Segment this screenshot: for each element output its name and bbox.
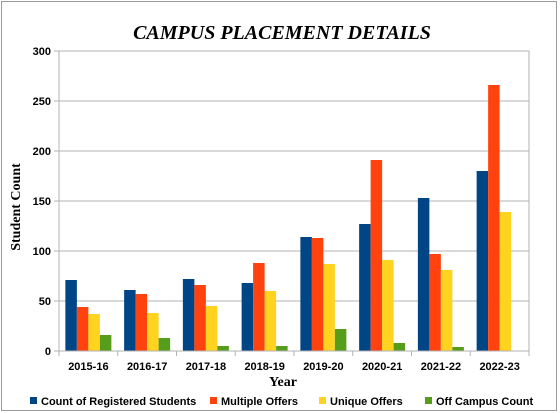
legend-label: Count of Registered Students — [41, 396, 196, 408]
bar — [311, 238, 324, 351]
x-tick-label: 2021-22 — [421, 361, 461, 373]
bar — [382, 260, 394, 351]
bar — [440, 270, 453, 351]
bar — [393, 343, 406, 351]
bar — [205, 306, 218, 351]
y-axis-label: Student Count — [9, 163, 24, 251]
legend-item: Multiple Offers — [210, 396, 298, 408]
bar — [370, 160, 383, 351]
legend-item: Unique Offers — [319, 396, 403, 408]
bar — [323, 264, 335, 351]
bars — [65, 85, 512, 351]
bar — [499, 212, 512, 351]
bar — [194, 285, 206, 351]
bar — [452, 347, 464, 351]
y-tick-label: 50 — [39, 296, 51, 308]
bar — [135, 294, 148, 351]
chart-title: CAMPUS PLACEMENT DETAILS — [133, 22, 431, 44]
legend-swatch — [425, 397, 432, 404]
legend-swatch — [319, 397, 326, 404]
x-axis-label: Year — [269, 375, 297, 390]
x-tick-label: 2016-17 — [127, 361, 167, 373]
bar — [429, 254, 441, 351]
y-tick-label: 250 — [33, 96, 51, 108]
x-tick-label: 2020-21 — [362, 361, 402, 373]
bar — [217, 346, 229, 351]
x-tick-label: 2022-23 — [479, 361, 519, 373]
bar — [476, 171, 489, 351]
bar — [147, 313, 159, 351]
bar — [334, 329, 347, 351]
bar — [241, 283, 254, 351]
legend: Count of Registered Students Multiple Off… — [30, 396, 533, 408]
y-tick-label: 300 — [33, 46, 51, 58]
x-tick-label: 2019-20 — [303, 361, 343, 373]
legend-swatch — [30, 397, 37, 404]
bar — [253, 263, 265, 351]
x-tick-label: 2015-16 — [68, 361, 108, 373]
bar — [417, 198, 430, 351]
bar — [488, 85, 500, 351]
bar — [65, 280, 77, 351]
legend-item: Off Campus Count — [425, 396, 533, 408]
plot-area-border — [58, 50, 530, 352]
y-tick-label: 150 — [33, 196, 51, 208]
bar — [264, 291, 277, 351]
y-tick-label: 200 — [33, 146, 51, 158]
bar — [124, 290, 136, 351]
bar — [300, 237, 312, 351]
bar — [158, 338, 171, 351]
bar — [359, 224, 371, 351]
legend-label: Unique Offers — [330, 396, 403, 408]
legend-swatch — [210, 397, 217, 404]
bar — [276, 346, 288, 351]
legend-label: Off Campus Count — [436, 396, 533, 408]
x-tick-label: 2017-18 — [186, 361, 226, 373]
y-tick-label: 100 — [33, 246, 51, 258]
bar — [76, 307, 89, 351]
bar — [182, 279, 195, 351]
legend-label: Multiple Offers — [221, 396, 298, 408]
y-tick-label: 0 — [45, 346, 51, 358]
bar — [88, 314, 100, 351]
axes — [54, 50, 530, 356]
x-tick-label: 2018-19 — [244, 361, 284, 373]
tick-labels: 0 50 100 150 200 250 300 2015-16 2016-17 2017-18 2… — [33, 46, 520, 373]
legend-item: Count of Registered Students — [30, 396, 196, 408]
bar — [99, 335, 112, 351]
